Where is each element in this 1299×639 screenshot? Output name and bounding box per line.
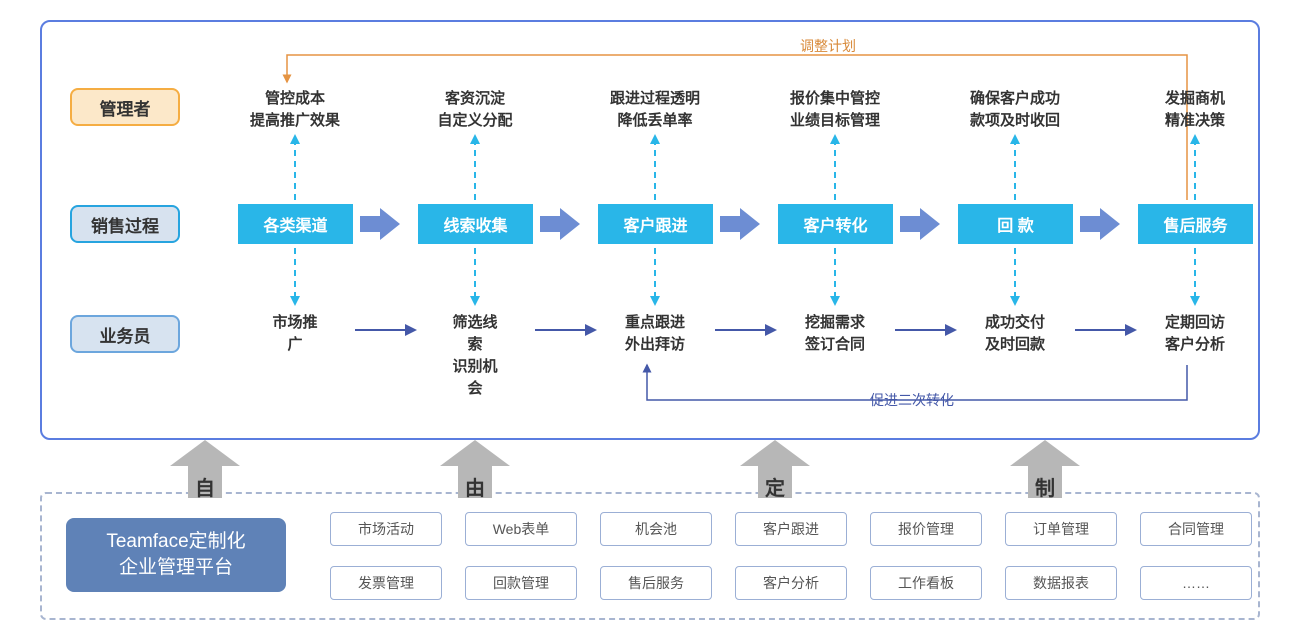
feedback-bottom-label: 促进二次转化 <box>870 390 954 410</box>
up-arrow-label-3: 制 <box>1010 472 1080 501</box>
manager-item-4: 确保客户成功款项及时收回 <box>950 88 1080 132</box>
module-Web表单: Web表单 <box>465 512 577 546</box>
process-arrow-0 <box>360 208 400 240</box>
staff-item-2: 重点跟进外出拜访 <box>590 312 720 356</box>
module-r2-1: 回款管理 <box>465 566 577 600</box>
module-r2-6: …… <box>1140 566 1252 600</box>
feedback-top-label: 调整计划 <box>800 36 856 56</box>
platform-title-line1: Teamface定制化 <box>106 529 245 555</box>
up-arrow-label-1: 由 <box>440 472 510 501</box>
module-合同管理: 合同管理 <box>1140 512 1252 546</box>
process-node-0: 各类渠道 <box>238 204 353 244</box>
platform-title-line2: 企业管理平台 <box>119 555 233 581</box>
process-node-2: 客户跟进 <box>598 204 713 244</box>
manager-item-0: 管控成本提高推广效果 <box>230 88 360 132</box>
staff-item-3: 挖掘需求签订合同 <box>770 312 900 356</box>
process-node-5: 售后服务 <box>1138 204 1253 244</box>
process-node-3: 客户转化 <box>778 204 893 244</box>
role-sales-process: 销售过程 <box>70 205 180 243</box>
module-订单管理: 订单管理 <box>1005 512 1117 546</box>
module-r2-2: 售后服务 <box>600 566 712 600</box>
module-r2-0: 发票管理 <box>330 566 442 600</box>
role-staff: 业务员 <box>70 315 180 353</box>
module-r2-5: 数据报表 <box>1005 566 1117 600</box>
module-机会池: 机会池 <box>600 512 712 546</box>
manager-item-3: 报价集中管控业绩目标管理 <box>770 88 900 132</box>
manager-item-2: 跟进过程透明降低丢单率 <box>590 88 720 132</box>
process-node-1: 线索收集 <box>418 204 533 244</box>
process-arrow-4 <box>1080 208 1120 240</box>
process-arrow-3 <box>900 208 940 240</box>
staff-item-5: 定期回访客户分析 <box>1130 312 1260 356</box>
process-arrow-1 <box>540 208 580 240</box>
up-arrow-label-0: 自 <box>170 472 240 501</box>
platform-title: Teamface定制化 企业管理平台 <box>66 518 286 592</box>
module-客户跟进: 客户跟进 <box>735 512 847 546</box>
up-arrow-label-2: 定 <box>740 472 810 501</box>
module-r2-3: 客户分析 <box>735 566 847 600</box>
module-市场活动: 市场活动 <box>330 512 442 546</box>
staff-item-4: 成功交付及时回款 <box>950 312 1080 356</box>
manager-item-1: 客资沉淀自定义分配 <box>410 88 540 132</box>
module-r2-4: 工作看板 <box>870 566 982 600</box>
staff-item-0: 市场推广 <box>230 312 360 356</box>
process-node-4: 回 款 <box>958 204 1073 244</box>
module-报价管理: 报价管理 <box>870 512 982 546</box>
staff-item-1: 筛选线索识别机会 <box>410 312 540 400</box>
manager-item-5: 发掘商机精准决策 <box>1130 88 1260 132</box>
process-arrow-2 <box>720 208 760 240</box>
role-manager: 管理者 <box>70 88 180 126</box>
